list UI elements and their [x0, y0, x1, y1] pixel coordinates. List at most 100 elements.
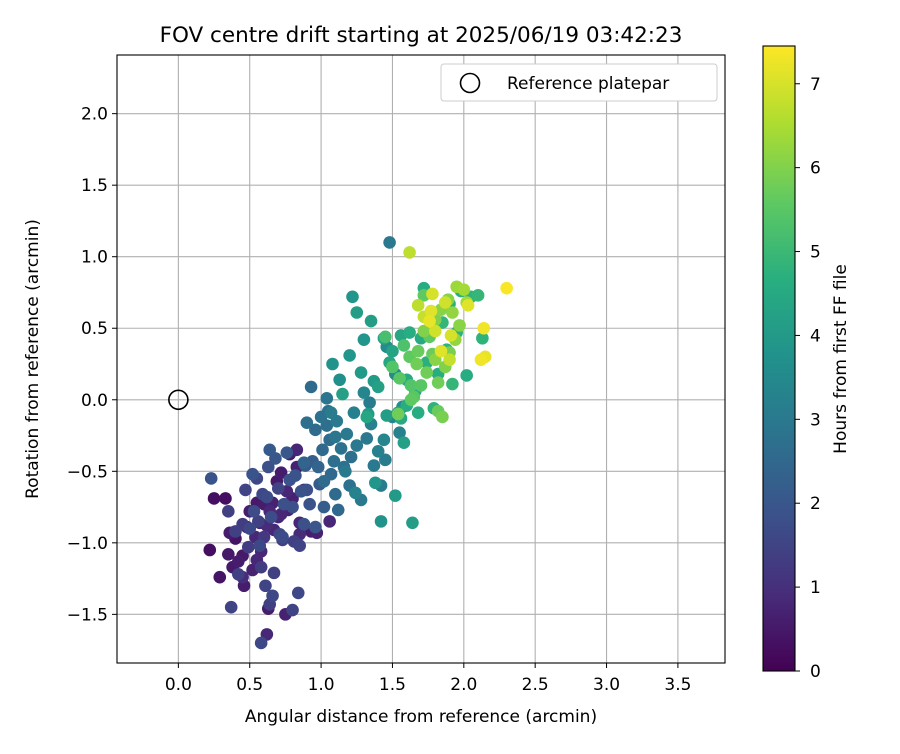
y-tick-label: 0.0	[81, 391, 108, 411]
data-point	[386, 360, 399, 374]
data-point	[500, 281, 513, 295]
y-axis-ticks: −1.5 −1.0 −0.5 0.0 0.5 1.0 1.5 2.0	[67, 105, 117, 625]
data-point	[403, 326, 416, 339]
data-point	[259, 579, 272, 593]
data-point	[360, 432, 374, 445]
data-point	[417, 324, 431, 338]
data-point	[380, 409, 394, 422]
legend-label: Reference platepar	[507, 74, 669, 94]
data-point	[326, 357, 339, 371]
data-point	[224, 600, 238, 614]
data-point	[446, 377, 459, 391]
data-point	[286, 500, 299, 514]
y-axis-label: Rotation from reference (arcmin)	[23, 219, 43, 499]
data-point	[339, 465, 352, 478]
data-point	[323, 515, 336, 528]
data-point	[263, 443, 277, 457]
data-point	[350, 439, 364, 452]
data-point	[363, 396, 376, 409]
colorbar-ticks: 0 1 2 3 4 5 6 7	[795, 75, 821, 682]
data-point	[461, 299, 475, 312]
data-point	[286, 603, 299, 617]
data-point	[457, 283, 471, 296]
data-point	[304, 380, 318, 394]
plot-frame	[116, 54, 726, 664]
data-point	[229, 525, 242, 538]
data-point	[207, 492, 221, 505]
data-point	[357, 386, 371, 399]
data-point	[389, 489, 402, 502]
data-point	[443, 353, 456, 367]
y-tick-label: −1.0	[67, 534, 108, 554]
data-point	[271, 482, 285, 495]
data-point	[222, 547, 235, 561]
y-tick-label: −1.5	[67, 605, 108, 625]
data-point	[344, 450, 358, 464]
colorbar-label: Hours from first FF file	[831, 264, 851, 454]
colorbar-tick-label: 6	[810, 159, 821, 179]
data-point	[203, 543, 217, 557]
data-point	[434, 344, 448, 358]
data-point	[329, 487, 342, 501]
x-tick-label: 2.5	[522, 675, 549, 695]
data-point	[474, 353, 488, 367]
data-point	[267, 566, 281, 580]
data-point	[254, 560, 268, 574]
data-point	[261, 460, 275, 474]
data-point	[471, 289, 485, 302]
legend: Reference platepar	[440, 63, 718, 102]
data-point	[477, 321, 491, 335]
data-point	[243, 522, 257, 535]
data-point	[316, 443, 329, 457]
y-tick-label: 0.5	[81, 319, 108, 339]
y-tick-label: 2.0	[81, 105, 108, 125]
data-point	[420, 366, 434, 379]
data-point	[414, 379, 428, 392]
data-point	[371, 444, 385, 458]
y-tick-label: 1.5	[81, 176, 108, 196]
data-point	[424, 304, 438, 318]
data-point	[476, 331, 489, 345]
data-point	[213, 570, 227, 584]
data-point	[303, 497, 316, 511]
legend-marker-open-circle	[459, 72, 481, 94]
colorbar-tick-label: 2	[810, 494, 821, 514]
data-point	[294, 485, 308, 498]
data-point	[232, 555, 245, 568]
legend-box	[440, 63, 718, 102]
data-point	[260, 490, 274, 504]
data-point	[264, 510, 278, 524]
data-point	[431, 376, 445, 389]
x-axis-ticks: 0.0 0.5 1.0 1.5 2.0 2.5 3.0 3.5	[165, 663, 691, 695]
data-point	[297, 456, 311, 470]
data-point	[379, 330, 392, 344]
data-point	[290, 443, 304, 457]
data-point	[377, 433, 391, 447]
data-point	[309, 423, 322, 437]
data-point	[397, 436, 411, 449]
data-point	[334, 442, 348, 455]
data-point	[410, 357, 424, 371]
data-point	[357, 333, 371, 346]
grid-lines	[117, 55, 725, 663]
data-point	[280, 446, 294, 460]
x-tick-label: 1.0	[308, 675, 335, 695]
data-point	[276, 530, 289, 544]
data-point	[354, 366, 368, 379]
data-point	[369, 476, 382, 490]
data-point	[367, 459, 381, 472]
data-point	[404, 379, 418, 392]
data-points	[203, 236, 513, 650]
data-point	[251, 515, 265, 528]
data-point	[403, 246, 416, 259]
data-point	[254, 636, 268, 650]
data-point	[327, 454, 341, 468]
data-point	[239, 483, 252, 497]
data-point	[289, 469, 302, 482]
x-tick-label: 3.0	[593, 675, 620, 695]
data-point	[360, 410, 374, 424]
data-point	[333, 373, 346, 387]
data-point	[346, 290, 359, 304]
data-point	[364, 314, 378, 328]
